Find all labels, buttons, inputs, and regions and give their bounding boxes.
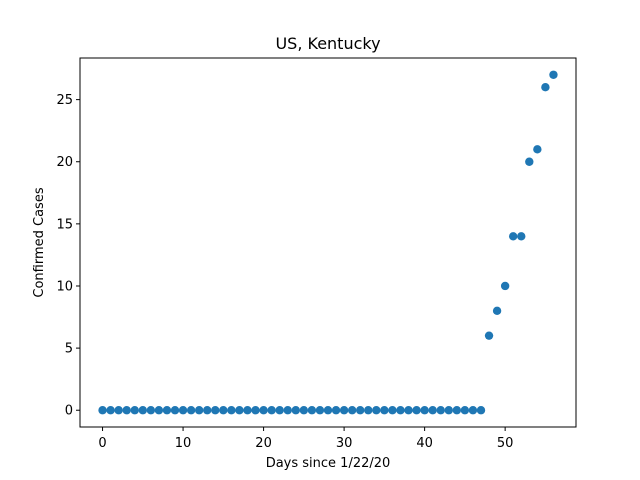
data-point xyxy=(492,306,502,316)
x-tick-label: 30 xyxy=(336,436,353,451)
chart-title: US, Kentucky xyxy=(275,34,380,53)
data-point xyxy=(267,406,276,415)
data-point xyxy=(299,406,309,415)
data-point xyxy=(412,406,421,415)
x-tick-label: 40 xyxy=(416,436,433,451)
y-tick-label: 10 xyxy=(56,279,73,294)
data-point xyxy=(307,406,317,415)
data-point xyxy=(420,406,429,415)
data-point xyxy=(533,145,542,154)
data-point xyxy=(162,406,172,415)
y-tick-label: 0 xyxy=(65,404,73,419)
data-point xyxy=(275,406,284,415)
data-point xyxy=(106,406,115,415)
data-point xyxy=(380,406,389,415)
y-tick-label: 5 xyxy=(65,342,73,357)
data-point xyxy=(436,406,445,415)
data-point xyxy=(452,406,462,415)
x-tick-label: 0 xyxy=(98,436,106,451)
y-axis: 0 5 10 15 20 25 xyxy=(56,93,80,419)
marks-layer xyxy=(98,70,558,415)
data-point xyxy=(444,406,453,415)
data-point xyxy=(549,70,558,79)
data-point xyxy=(178,406,188,415)
data-point xyxy=(291,406,300,415)
data-point xyxy=(138,406,148,415)
y-tick-label: 25 xyxy=(56,93,73,108)
data-point xyxy=(122,406,131,415)
data-point xyxy=(364,406,373,415)
x-tick-label: 20 xyxy=(255,436,272,451)
data-point xyxy=(484,331,494,340)
y-tick-label: 20 xyxy=(56,155,73,170)
data-point xyxy=(130,406,139,415)
data-point xyxy=(114,406,123,415)
data-point xyxy=(315,406,325,415)
plot-frame xyxy=(79,57,577,428)
data-point xyxy=(194,406,204,415)
data-point xyxy=(154,406,164,415)
y-axis-label: Confirmed Cases xyxy=(32,187,47,297)
data-point xyxy=(186,406,196,415)
data-point xyxy=(508,232,518,241)
data-point xyxy=(323,406,333,415)
data-point xyxy=(203,406,212,415)
data-point xyxy=(468,406,478,415)
data-point xyxy=(331,406,341,415)
data-point xyxy=(98,406,107,415)
x-axis: 0 10 20 30 40 50 xyxy=(98,427,513,451)
data-point xyxy=(428,406,437,415)
data-point xyxy=(388,406,397,415)
data-point xyxy=(259,406,268,415)
data-point xyxy=(541,83,550,92)
data-point xyxy=(283,406,292,415)
data-point xyxy=(339,406,349,415)
data-point xyxy=(243,406,252,415)
x-tick-label: 50 xyxy=(497,436,514,451)
data-point xyxy=(146,406,156,415)
data-point xyxy=(356,406,365,415)
x-tick-label: 10 xyxy=(175,436,192,451)
data-point xyxy=(219,406,228,415)
data-point xyxy=(404,406,413,415)
data-point xyxy=(170,406,180,415)
data-point xyxy=(476,406,486,415)
data-point xyxy=(396,406,405,415)
x-axis-label: Days since 1/22/20 xyxy=(266,456,391,471)
data-point xyxy=(211,406,220,415)
data-point xyxy=(251,406,260,415)
data-point xyxy=(235,406,244,415)
data-point xyxy=(347,406,357,415)
data-point xyxy=(517,232,526,241)
data-point xyxy=(227,406,236,415)
y-tick-label: 15 xyxy=(56,217,73,232)
data-point xyxy=(372,406,381,415)
data-point xyxy=(525,157,534,166)
data-point xyxy=(460,406,470,415)
data-point xyxy=(500,281,510,291)
